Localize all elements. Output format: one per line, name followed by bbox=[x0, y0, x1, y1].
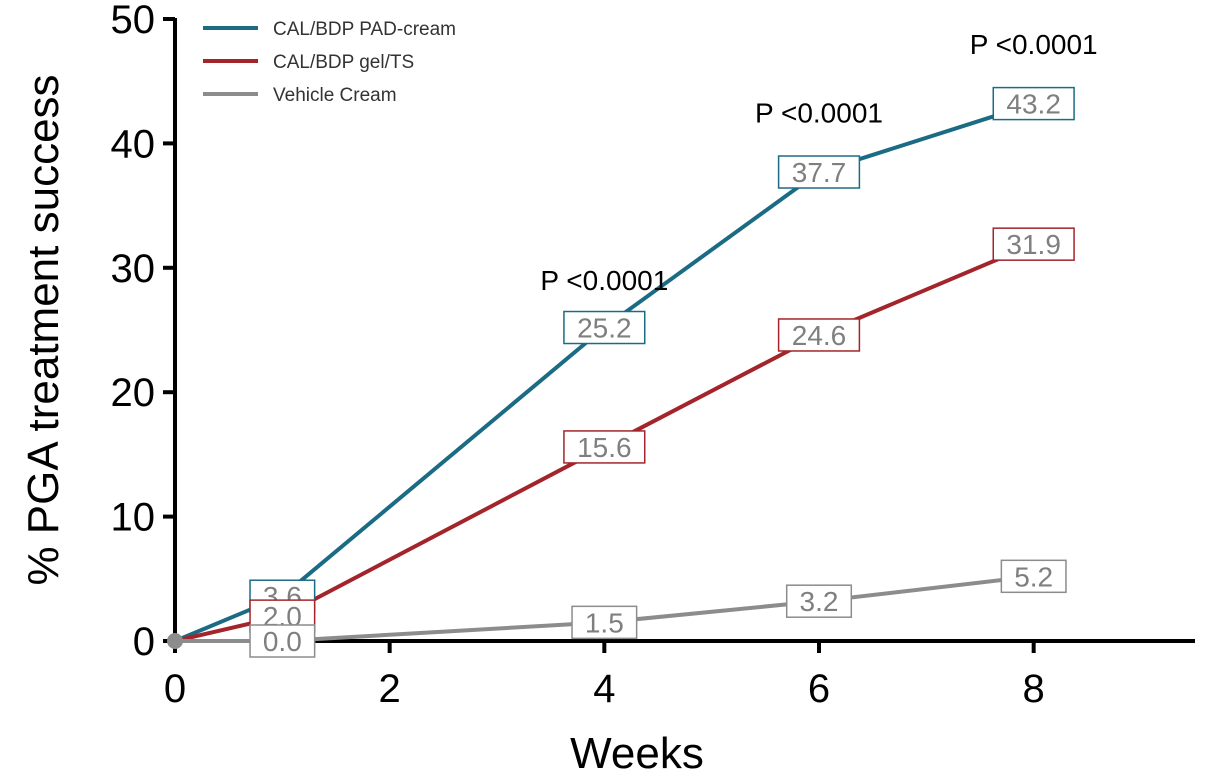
data-label-box bbox=[777, 155, 861, 189]
data-label-box bbox=[571, 605, 638, 640]
data-label: 1.5 bbox=[585, 607, 624, 638]
p-value-label: P <0.0001 bbox=[755, 97, 883, 128]
p-value-annotations: P <0.0001 P <0.0001 P <0.0001 bbox=[540, 29, 1097, 296]
y-ticks: 0 10 20 30 40 50 bbox=[111, 0, 175, 664]
data-label-box bbox=[992, 227, 1075, 261]
data-label-box bbox=[249, 624, 316, 658]
series-lines bbox=[174, 101, 1035, 643]
y-axis-title: % PGA treatment success bbox=[19, 74, 68, 585]
y-tick-label: 0 bbox=[133, 620, 155, 664]
legend-label: Vehicle Cream bbox=[273, 85, 397, 106]
data-label: 3.2 bbox=[800, 586, 839, 617]
origin-marker bbox=[167, 633, 183, 649]
data-labels: 3.625.237.743.22.015.624.631.90.01.53.25… bbox=[249, 86, 1075, 658]
data-label-box bbox=[777, 318, 861, 352]
series-line bbox=[174, 101, 1035, 643]
y-tick-label: 30 bbox=[111, 247, 156, 291]
data-label-box bbox=[563, 310, 646, 345]
x-axis-title: Weeks bbox=[570, 729, 704, 777]
x-tick-label: 6 bbox=[808, 667, 830, 711]
p-value-label: P <0.0001 bbox=[970, 29, 1098, 60]
data-label: 5.2 bbox=[1014, 561, 1053, 592]
y-tick-label: 10 bbox=[111, 496, 156, 540]
x-tick-label: 4 bbox=[593, 667, 615, 711]
axes bbox=[173, 18, 1195, 643]
data-label-box bbox=[1000, 559, 1067, 594]
x-tick-label: 0 bbox=[164, 667, 186, 711]
data-label-box bbox=[785, 584, 853, 618]
y-tick-label: 40 bbox=[111, 122, 156, 166]
legend-label: CAL/BDP gel/TS bbox=[273, 52, 414, 73]
x-tick-label: 2 bbox=[379, 667, 401, 711]
y-tick-label: 20 bbox=[111, 371, 156, 415]
data-label: 37.7 bbox=[792, 157, 847, 188]
data-label: 15.6 bbox=[577, 432, 632, 463]
legend: CAL/BDP PAD-cream CAL/BDP gel/TS Vehicle C… bbox=[203, 19, 456, 106]
x-tick-label: 8 bbox=[1023, 667, 1045, 711]
data-label: 0.0 bbox=[263, 626, 302, 657]
origin-marker-group bbox=[167, 633, 183, 649]
p-value-label: P <0.0001 bbox=[540, 265, 668, 296]
data-label-box bbox=[563, 430, 646, 464]
data-label: 24.6 bbox=[792, 320, 847, 351]
y-tick-label: 50 bbox=[111, 0, 156, 42]
data-label-box bbox=[992, 86, 1075, 121]
data-label: 43.2 bbox=[1006, 89, 1061, 120]
legend-label: CAL/BDP PAD-cream bbox=[273, 19, 456, 40]
data-label: 25.2 bbox=[577, 313, 632, 344]
x-ticks: 0 2 4 6 8 bbox=[164, 641, 1045, 711]
data-label: 31.9 bbox=[1006, 229, 1061, 260]
